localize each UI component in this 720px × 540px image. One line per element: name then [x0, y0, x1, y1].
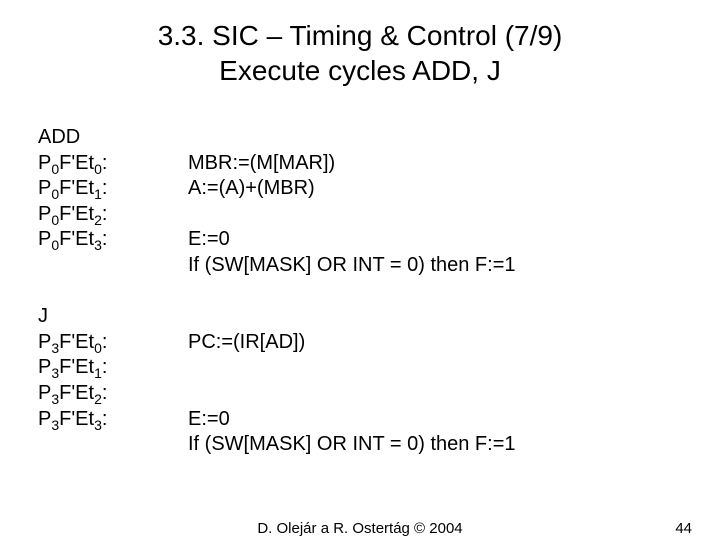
add-trailing: If (SW[MASK] OR INT = 0) then F:=1 — [38, 253, 516, 279]
row-label: P3F'Et2: — [38, 381, 188, 407]
title-line-2: Execute cycles ADD, J — [219, 55, 501, 86]
row-rhs: If (SW[MASK] OR INT = 0) then F:=1 — [188, 432, 516, 458]
row-rhs: If (SW[MASK] OR INT = 0) then F:=1 — [188, 253, 516, 279]
section-heading-add: ADD — [38, 125, 516, 151]
footer-page-number: 44 — [675, 520, 692, 537]
row-rhs: MBR:=(M[MAR]) — [188, 151, 335, 177]
add-row-3: P0F'Et3: E:=0 — [38, 227, 516, 253]
slide-title: 3.3. SIC – Timing & Control (7/9) Execut… — [0, 0, 720, 88]
add-row-2: P0F'Et2: — [38, 202, 516, 228]
j-trailing: If (SW[MASK] OR INT = 0) then F:=1 — [38, 432, 516, 458]
j-row-2: P3F'Et2: — [38, 381, 516, 407]
slide-content: ADD P0F'Et0: MBR:=(M[MAR]) P0F'Et1: A:=(… — [38, 125, 516, 458]
row-rhs: PC:=(IR[AD]) — [188, 330, 305, 356]
j-row-0: P3F'Et0: PC:=(IR[AD]) — [38, 330, 516, 356]
row-label: P0F'Et0: — [38, 151, 188, 177]
title-line-1: 3.3. SIC – Timing & Control (7/9) — [158, 20, 563, 51]
row-label: P3F'Et0: — [38, 330, 188, 356]
slide: 3.3. SIC – Timing & Control (7/9) Execut… — [0, 0, 720, 540]
row-rhs: E:=0 — [188, 227, 230, 253]
row-rhs: E:=0 — [188, 407, 230, 433]
blank-line — [38, 279, 516, 305]
row-label: P0F'Et2: — [38, 202, 188, 228]
j-row-3: P3F'Et3: E:=0 — [38, 407, 516, 433]
row-label: P0F'Et1: — [38, 176, 188, 202]
row-rhs: A:=(A)+(MBR) — [188, 176, 315, 202]
row-label: P0F'Et3: — [38, 227, 188, 253]
section-heading-j: J — [38, 304, 516, 330]
footer-author: D. Olejár a R. Ostertág © 2004 — [0, 520, 720, 537]
add-row-1: P0F'Et1: A:=(A)+(MBR) — [38, 176, 516, 202]
add-row-0: P0F'Et0: MBR:=(M[MAR]) — [38, 151, 516, 177]
row-label: P3F'Et3: — [38, 407, 188, 433]
j-row-1: P3F'Et1: — [38, 355, 516, 381]
heading-label: J — [38, 304, 188, 330]
row-label: P3F'Et1: — [38, 355, 188, 381]
heading-label: ADD — [38, 125, 188, 151]
